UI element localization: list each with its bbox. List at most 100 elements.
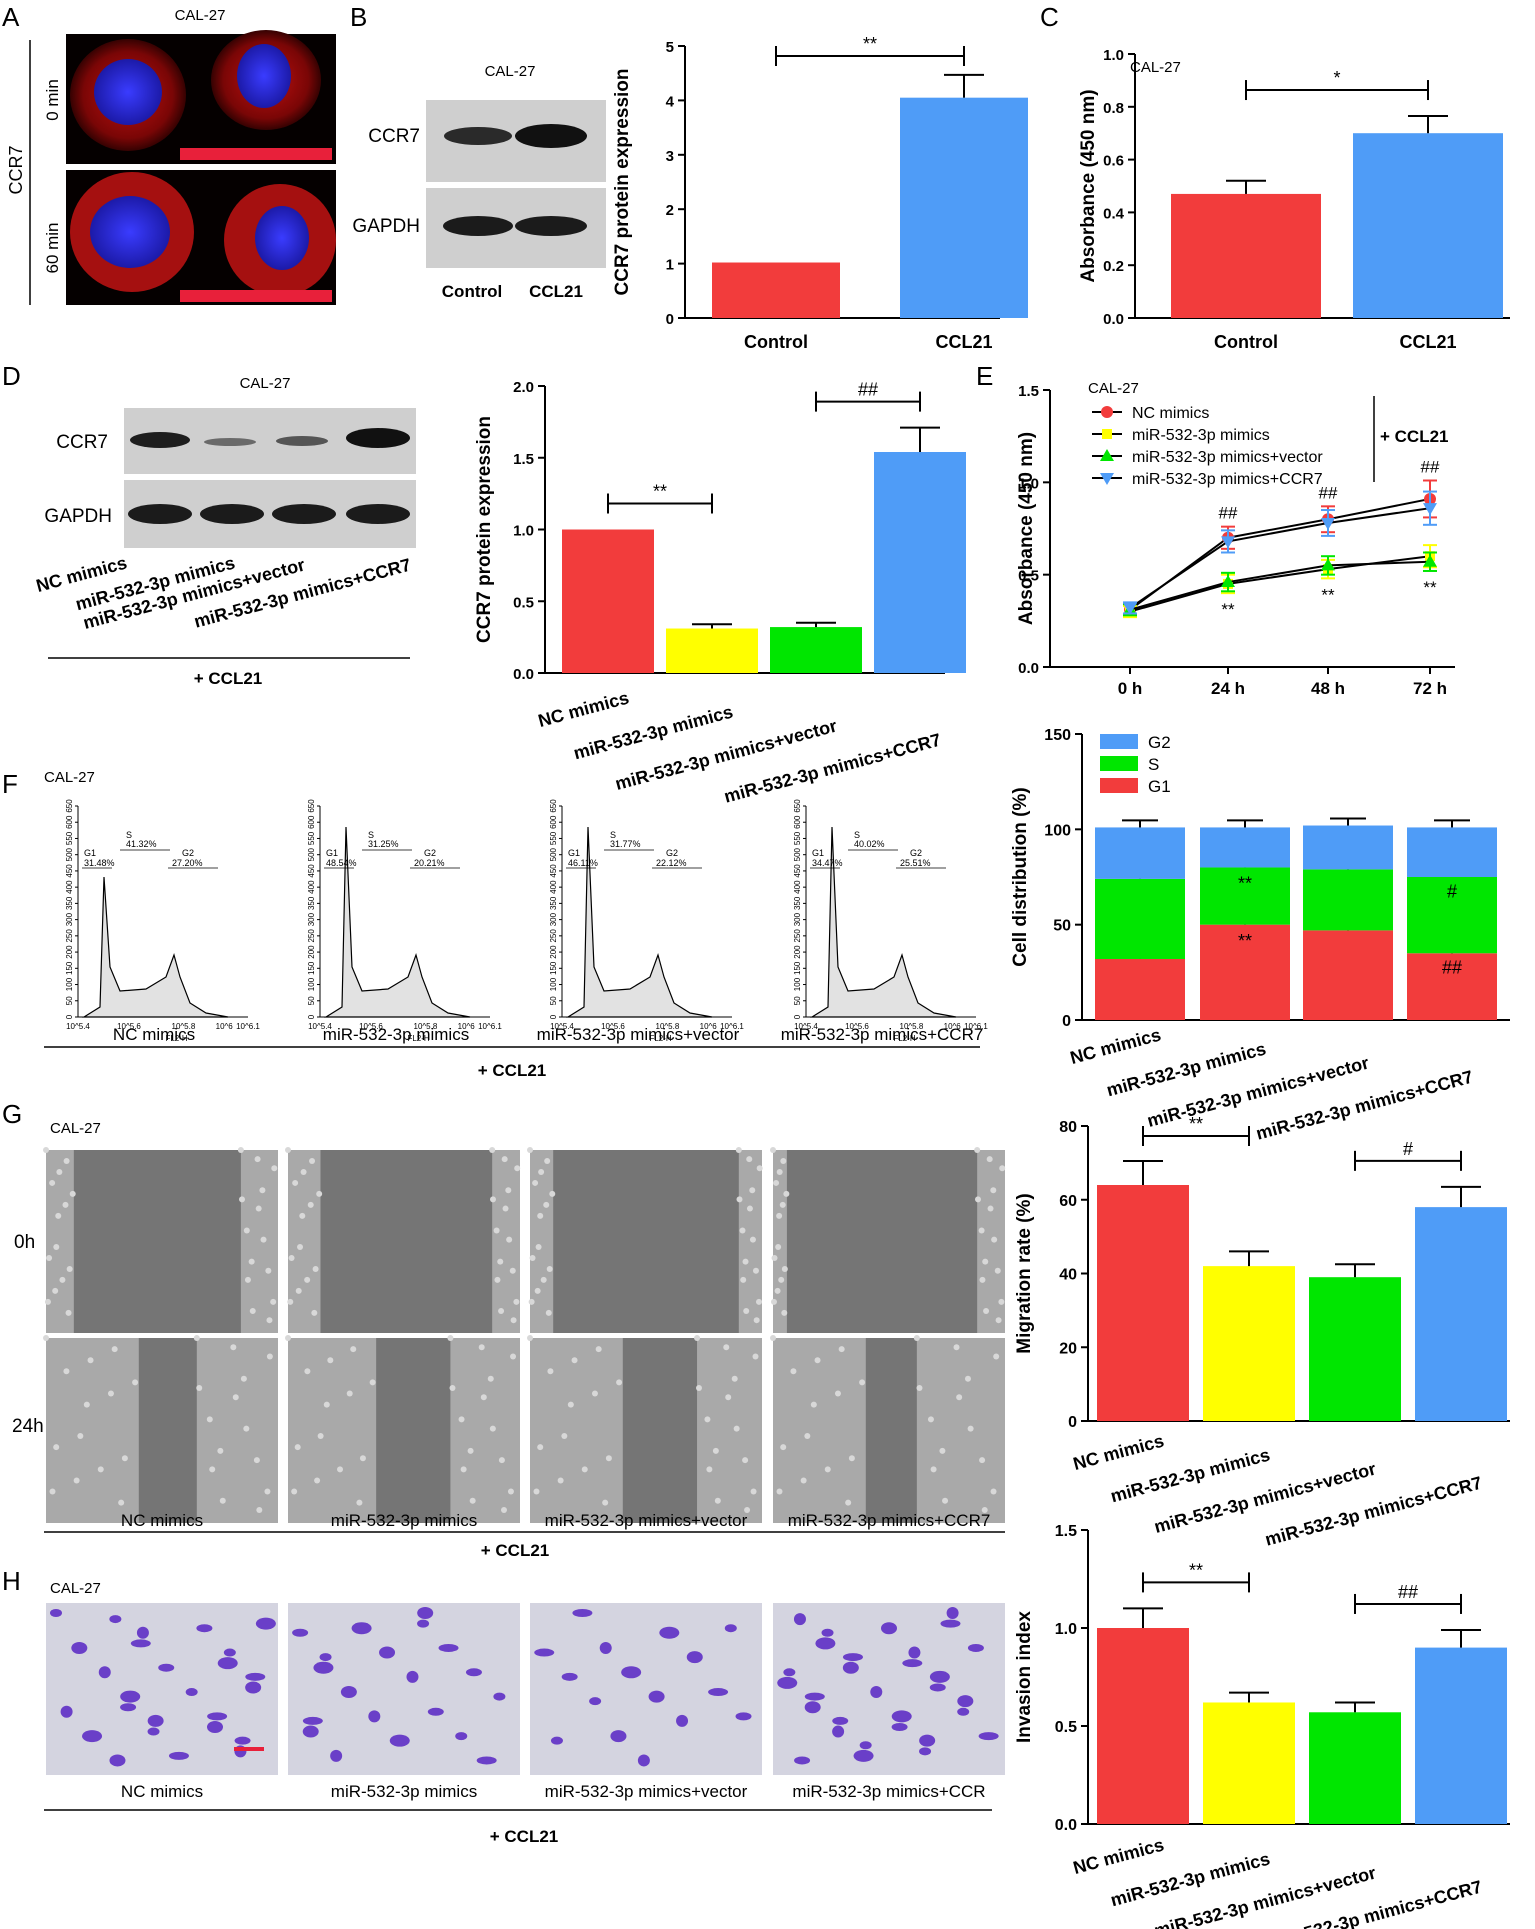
invaded-cell	[368, 1710, 381, 1723]
invaded-cell	[794, 1756, 811, 1765]
y-tick-label: 50	[1053, 918, 1071, 935]
flow-y-tick-label: 350	[65, 896, 74, 910]
cell-dot	[478, 1344, 485, 1351]
cell-dot	[781, 1309, 788, 1316]
flow-x-tick-label: 10^6	[216, 1022, 234, 1031]
stacked-bar-segment	[1200, 867, 1290, 925]
flow-x-tick-label: 10^5.6	[601, 1022, 625, 1031]
bar	[1097, 1628, 1189, 1824]
flow-x-tick-label: 10^5.4	[550, 1022, 574, 1031]
invaded-cell	[735, 1712, 752, 1721]
chart-c-absorbance: 0.0 0.2 0.4 0.6 0.8 1.0 Absorbance (450 nm) Con…	[1078, 47, 1510, 352]
flow-x-axis-title: FL2-H	[407, 1034, 429, 1043]
bar	[1171, 193, 1321, 318]
y-tick-label: 2	[666, 202, 674, 219]
cell-dot	[974, 1147, 981, 1153]
flow-sample-label: NC mimics	[113, 1025, 195, 1044]
y-tick-label: 0.0	[1055, 1817, 1077, 1834]
cell-dot	[532, 1179, 539, 1186]
bar	[1415, 1647, 1507, 1824]
cell-dot	[979, 1276, 986, 1283]
panel-letter-h: H	[2, 1566, 21, 1596]
flow-y-tick-label: 400	[307, 880, 316, 894]
cell-dot	[53, 1444, 60, 1451]
cell-dot	[287, 1298, 294, 1305]
flow-x-axis-title: FL2-H	[649, 1034, 671, 1043]
invasion-sample-label: miR-532-3p mimics	[331, 1782, 477, 1801]
cell-monolayer	[530, 1338, 623, 1523]
cell-monolayer	[916, 1338, 1005, 1523]
gate-value-s: 31.77%	[610, 839, 641, 849]
scale-bar	[234, 1747, 264, 1751]
blot-band	[515, 124, 587, 148]
significance-label: **	[1321, 585, 1335, 604]
cell-dot	[742, 1258, 749, 1265]
invaded-cell	[648, 1690, 665, 1703]
cell-dot	[317, 1433, 324, 1440]
invaded-cell	[313, 1661, 334, 1674]
blot-b-band-gapdh: GAPDH	[352, 216, 420, 237]
cell-dot	[733, 1425, 740, 1432]
blot-band	[515, 216, 587, 236]
significance-label: #	[1403, 1139, 1413, 1159]
invaded-cell	[708, 1688, 729, 1697]
panel-f-flow: CAL-27 050100150200250300350400450500550…	[44, 769, 988, 1080]
significance-label: **	[1238, 931, 1252, 951]
cell-dot	[834, 1390, 841, 1397]
cell-dot	[527, 1335, 533, 1341]
cell-monolayer	[530, 1150, 554, 1333]
flow-y-tick-label: 500	[65, 847, 74, 861]
cell-dot	[743, 1308, 750, 1315]
wound-row-24h: 24h	[12, 1416, 44, 1437]
cell-dot	[288, 1254, 295, 1261]
cell-dot	[66, 1265, 73, 1272]
flow-y-tick-label: 300	[65, 912, 74, 926]
stacked-bar-segment	[1407, 877, 1497, 954]
gate-value-g1: 48.54%	[326, 858, 357, 868]
cell-nucleus	[94, 59, 162, 125]
cell-dot	[534, 1287, 541, 1294]
cell-dot	[469, 1497, 476, 1504]
flow-y-tick-label: 550	[549, 831, 558, 845]
cell-dot	[814, 1357, 821, 1364]
flow-y-tick-label: 100	[793, 977, 802, 991]
flow-histogram: 0 50 100 150 200 250 300 350 400 450 500 550 600 650 1…	[65, 799, 260, 1044]
significance-label: **	[863, 34, 877, 54]
invaded-cell	[82, 1730, 103, 1743]
invaded-cell	[406, 1670, 419, 1683]
invaded-cell	[946, 1607, 959, 1619]
flow-y-tick-label: 350	[793, 896, 802, 910]
blot-d-cell-line: CAL-27	[240, 375, 291, 392]
gate-label: G1	[84, 848, 96, 858]
gate-label: G2	[182, 848, 194, 858]
stacked-bar-segment	[1407, 827, 1497, 877]
cell-dot	[369, 1379, 376, 1386]
invaded-cell	[534, 1648, 555, 1657]
cell-dot	[314, 1477, 321, 1484]
stacked-bar-segment	[1407, 953, 1497, 1020]
x-tick-label: CCL21	[1399, 332, 1456, 352]
cell-dot	[49, 1179, 56, 1186]
invaded-cell	[881, 1622, 897, 1635]
flow-y-tick-label: 250	[307, 929, 316, 943]
cell-dot	[773, 1179, 780, 1186]
cell-dot	[956, 1394, 963, 1401]
cell-dot	[783, 1190, 790, 1197]
cell-dot	[749, 1236, 756, 1243]
cell-dot	[316, 1190, 323, 1197]
cell-dot	[312, 1265, 319, 1272]
cell-monolayer	[46, 1150, 74, 1333]
y-tick-label: 0	[1062, 1013, 1071, 1030]
invaded-cell	[302, 1725, 319, 1738]
panel-a-row-60min: 60 min	[43, 222, 62, 273]
gate-label: S	[126, 830, 132, 840]
cell-dot	[543, 1201, 550, 1208]
cell-dot	[327, 1357, 334, 1364]
y-tick-label: 1.0	[1018, 475, 1039, 492]
wound-sample-label: miR-532-3p mimics+vector	[545, 1511, 748, 1530]
invaded-cell	[676, 1714, 689, 1727]
legend-swatch	[1100, 734, 1138, 749]
cell-dot	[265, 1267, 272, 1274]
invaded-cell	[120, 1703, 137, 1712]
cell-dot	[447, 1335, 454, 1341]
